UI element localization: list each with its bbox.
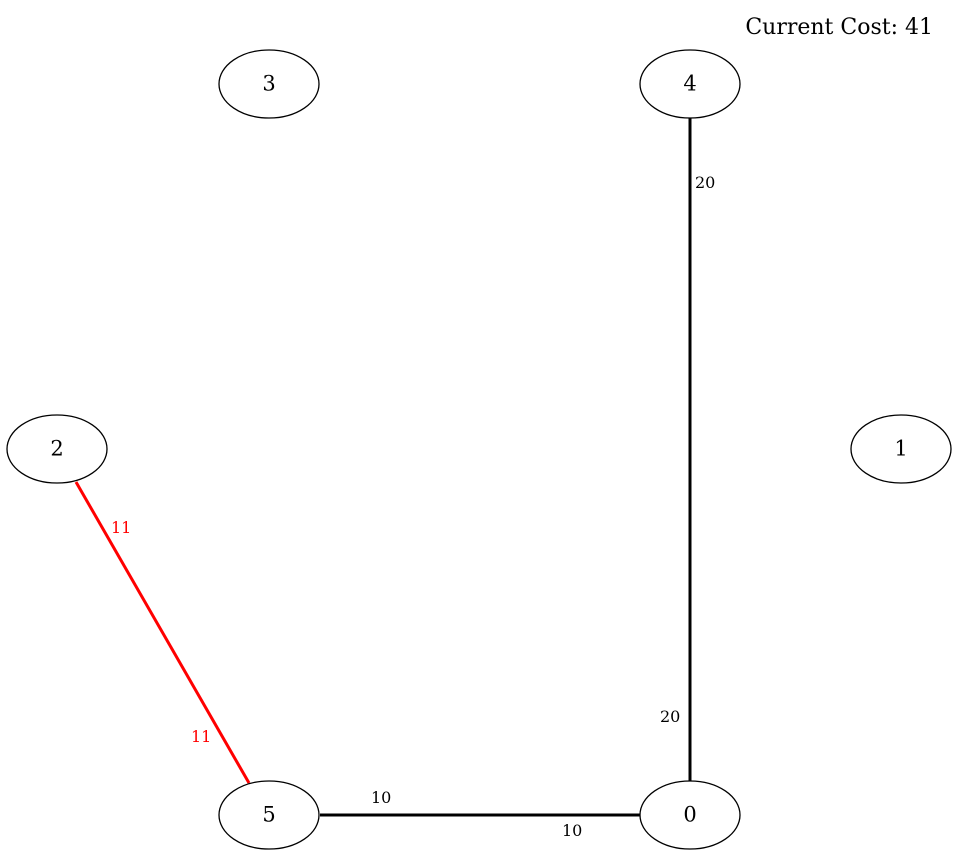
node-5-label: 5 (262, 803, 275, 827)
edge-2-5-label-top: 11 (111, 518, 131, 537)
node-4-ellipse (639, 49, 741, 119)
node-3-ellipse (218, 49, 320, 119)
node-5: 5 (218, 780, 320, 850)
edge-2-5-label-bottom: 11 (191, 727, 211, 746)
node-5-ellipse (218, 780, 320, 850)
node-2-label: 2 (50, 437, 63, 461)
node-0-ellipse (639, 780, 741, 850)
node-4-label: 4 (683, 72, 696, 96)
node-0-label: 0 (683, 803, 696, 827)
node-1: 1 (850, 414, 952, 484)
current-cost-label: Current Cost: 41 (745, 15, 933, 40)
node-2: 2 (6, 414, 108, 484)
edge-5-0-label-left: 10 (371, 788, 391, 807)
node-3-label: 3 (262, 72, 275, 96)
edge-5-0-label-right: 10 (562, 821, 582, 840)
edge-2-5 (74, 481, 251, 784)
node-1-label: 1 (894, 437, 907, 461)
edge-4-0-label-top: 20 (695, 173, 715, 192)
node-3: 3 (218, 49, 320, 119)
node-1-ellipse (850, 414, 952, 484)
node-4: 4 (639, 49, 741, 119)
node-0: 0 (639, 780, 741, 850)
edge-4-0-label-bottom: 20 (660, 707, 680, 726)
node-2-ellipse (6, 414, 108, 484)
